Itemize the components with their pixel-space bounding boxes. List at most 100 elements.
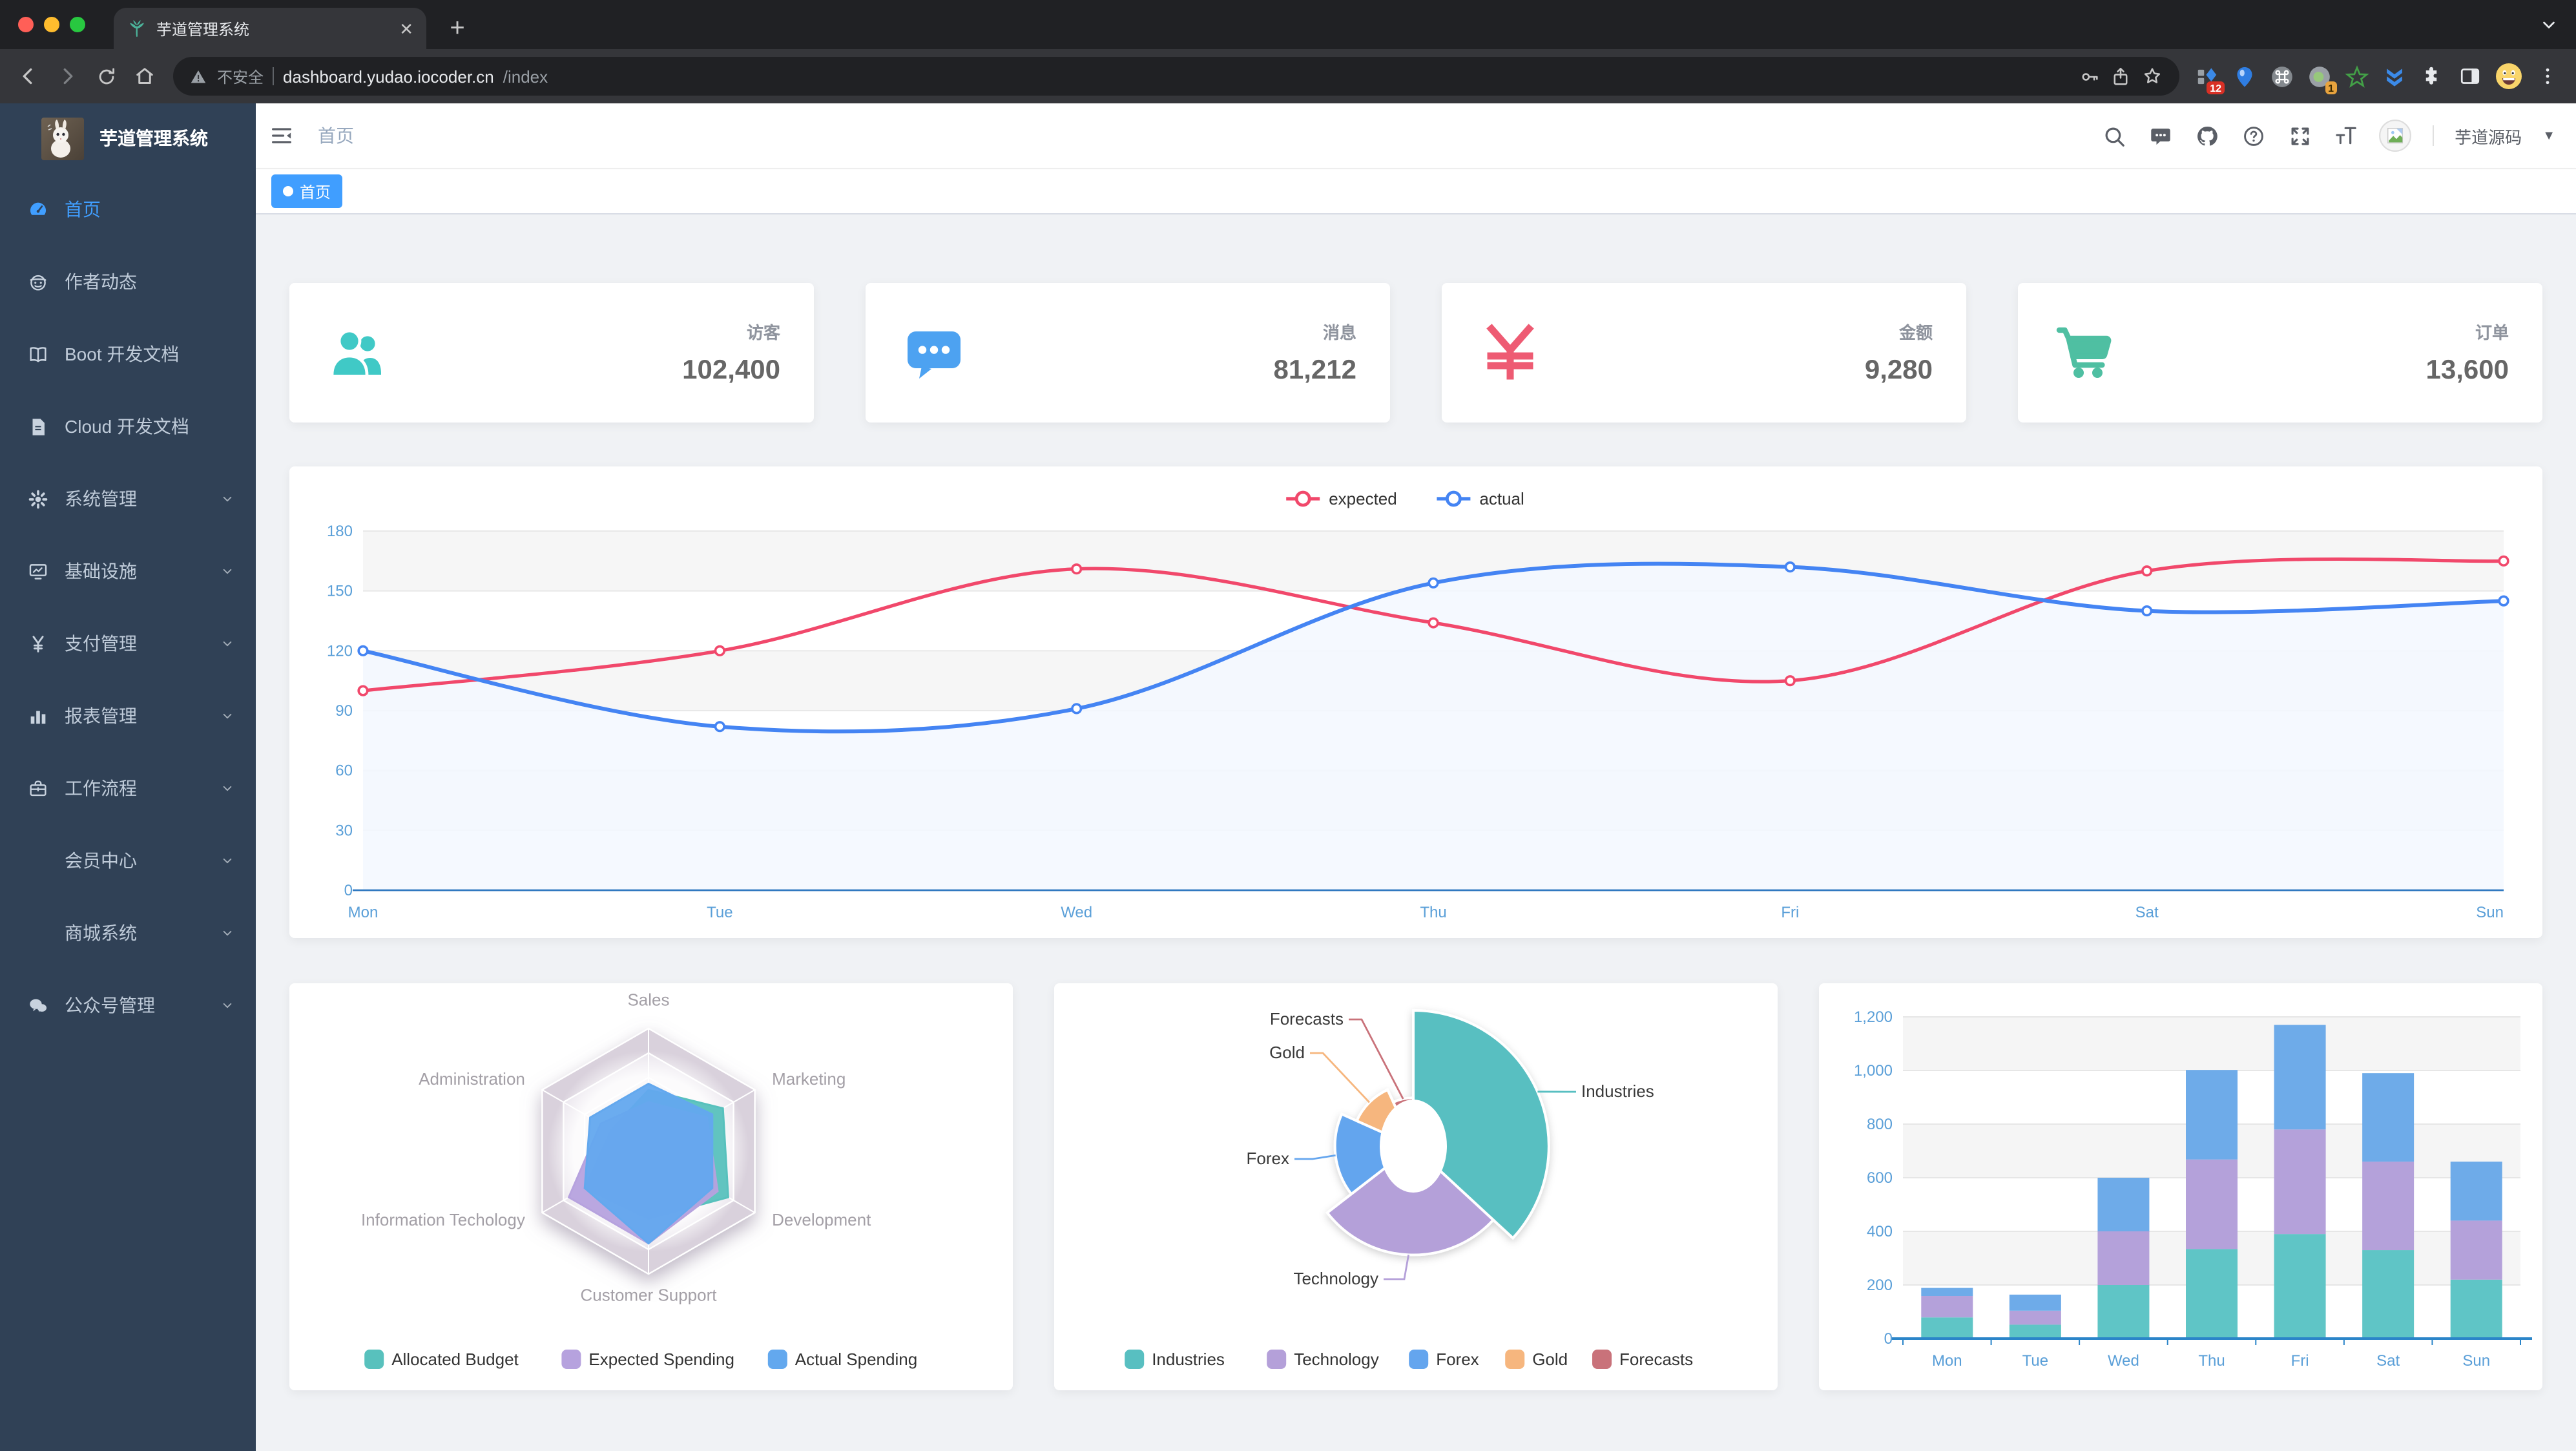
sidebar-item-8[interactable]: 工作流程 xyxy=(0,752,256,824)
search-icon[interactable] xyxy=(2099,121,2128,150)
caret-down-icon[interactable]: ▼ xyxy=(2542,129,2555,143)
legend-item[interactable]: Expected Spending xyxy=(561,1350,734,1369)
reload-icon[interactable] xyxy=(88,58,124,94)
ext-blue-diamond-icon[interactable]: 12 xyxy=(2190,59,2225,94)
svg-text:30: 30 xyxy=(335,822,353,839)
stat-value: 102,400 xyxy=(682,355,780,385)
tab-search-chevron-icon[interactable] xyxy=(2537,13,2560,36)
logo-avatar xyxy=(41,117,84,160)
svg-text:Sat: Sat xyxy=(2376,1352,2400,1370)
app-logo[interactable]: 芋道管理系统 xyxy=(0,103,256,173)
radar-chart-card: Sales Administration Information Techology… xyxy=(289,983,1013,1390)
user-avatar[interactable] xyxy=(2378,119,2412,152)
yen-icon xyxy=(26,632,49,655)
share-icon[interactable] xyxy=(2110,65,2132,87)
close-window-button[interactable] xyxy=(18,17,34,32)
sidebar-item-9[interactable]: 会员中心 xyxy=(0,824,256,897)
question-icon[interactable] xyxy=(2239,121,2267,150)
legend-item[interactable]: Industries xyxy=(1125,1350,1225,1369)
sidebar-item-2[interactable]: Boot 开发文档 xyxy=(0,318,256,390)
dashboard-icon xyxy=(26,198,49,221)
chevron-down-icon xyxy=(219,707,236,724)
legend-item[interactable]: Forecasts xyxy=(1592,1350,1693,1369)
breadcrumb[interactable]: 首页 xyxy=(318,125,354,146)
profile-avatar[interactable] xyxy=(2491,58,2527,94)
kebab-menu-icon[interactable] xyxy=(2529,58,2566,94)
tab-close-icon[interactable]: ✕ xyxy=(399,19,413,38)
divider xyxy=(273,67,275,85)
svg-text:180: 180 xyxy=(327,523,353,540)
ext-balloon-icon[interactable] xyxy=(2227,59,2261,93)
legend-item[interactable]: Actual Spending xyxy=(767,1350,917,1369)
svg-text:1,000: 1,000 xyxy=(1854,1062,1893,1080)
user-name[interactable]: 芋道源码 xyxy=(2455,127,2522,147)
bookmark-star-icon[interactable] xyxy=(2141,65,2164,88)
svg-text:Forex: Forex xyxy=(1247,1149,1289,1168)
password-key-icon[interactable] xyxy=(2079,65,2101,87)
browser-tab[interactable]: 芋道管理系统 ✕ xyxy=(114,8,426,49)
stat-card-2[interactable]: 金额 9,280 xyxy=(1442,283,1966,423)
radar-chart[interactable]: Sales Administration Information Techology… xyxy=(289,983,1009,1390)
stat-card-1[interactable]: 消息 81,212 xyxy=(866,283,1390,423)
ext-blue-chevrons-icon[interactable] xyxy=(2377,59,2411,93)
svg-text:Tue: Tue xyxy=(707,904,732,921)
sidebar-item-label: 报表管理 xyxy=(65,705,137,726)
stat-card-0[interactable]: 访客 102,400 xyxy=(289,283,814,423)
home-icon[interactable] xyxy=(127,58,163,94)
line-chart[interactable]: 0 30 60 90 120 150 180 Mon Tue Wed Thu Fri Sat Sun exp… xyxy=(289,466,2532,938)
sidebar-item-5[interactable]: 基础设施 xyxy=(0,535,256,607)
side-panel-icon[interactable] xyxy=(2452,58,2488,94)
minimize-window-button[interactable] xyxy=(44,17,59,32)
sidebar-item-label: 首页 xyxy=(65,199,101,220)
back-icon[interactable] xyxy=(10,58,47,94)
svg-text:Sun: Sun xyxy=(2462,1352,2490,1370)
sidebar-item-4[interactable]: 系统管理 xyxy=(0,463,256,535)
extensions-puzzle-icon[interactable] xyxy=(2413,58,2449,94)
svg-text:Forecasts: Forecasts xyxy=(1619,1350,1693,1369)
sidebar-item-3[interactable]: Cloud 开发文档 xyxy=(0,390,256,463)
svg-text:actual: actual xyxy=(1479,489,1524,508)
sidebar-item-1[interactable]: 作者动态 xyxy=(0,245,256,318)
book-icon xyxy=(26,342,49,366)
svg-text:Information Techology: Information Techology xyxy=(361,1210,525,1229)
bar-chart[interactable]: 0 200 400 600 800 1,000 1,200 Mon Tue Wed Thu Fri Sa… xyxy=(1819,983,2539,1390)
legend-item[interactable]: Forex xyxy=(1409,1350,1479,1369)
legend-item[interactable]: Gold xyxy=(1505,1350,1568,1369)
ext-green-dot-icon[interactable]: 1 xyxy=(2302,59,2337,94)
fullscreen-icon[interactable] xyxy=(2285,121,2314,150)
infrastructure-icon xyxy=(26,559,49,583)
sidebar-item-10[interactable]: 商城系统 xyxy=(0,897,256,969)
tag-dot-icon xyxy=(283,186,293,196)
legend-item[interactable]: Technology xyxy=(1267,1350,1379,1369)
ext-command-icon[interactable] xyxy=(2265,59,2298,93)
chevron-down-icon xyxy=(219,563,236,579)
sidebar-item-0[interactable]: 首页 xyxy=(0,173,256,245)
browser-tabstrip: 芋道管理系统 ✕ + xyxy=(0,0,2576,49)
new-tab-button[interactable]: + xyxy=(450,14,465,42)
legend-item[interactable]: Allocated Budget xyxy=(364,1350,519,1369)
font-size-icon[interactable] xyxy=(2332,121,2360,150)
url-path: /index xyxy=(503,67,548,86)
comment-icon[interactable] xyxy=(2146,121,2174,150)
not-secure-warning-icon[interactable] xyxy=(189,67,208,86)
sidebar-item-7[interactable]: 报表管理 xyxy=(0,680,256,752)
pie-chart[interactable]: Industries Technology Forex Gold Forecasts In… xyxy=(1054,983,1774,1390)
address-bar[interactable]: 不安全 dashboard.yudao.iocoder.cn/index xyxy=(173,57,2179,96)
svg-text:Thu: Thu xyxy=(1420,904,1446,921)
svg-text:0: 0 xyxy=(1884,1330,1893,1348)
svg-text:expected: expected xyxy=(1329,489,1397,508)
ext-green-star-icon[interactable] xyxy=(2340,59,2373,93)
tag-home[interactable]: 首页 xyxy=(271,174,343,208)
chevron-down-icon xyxy=(219,490,236,507)
zoom-window-button[interactable] xyxy=(70,17,85,32)
svg-text:Sat: Sat xyxy=(2135,904,2159,921)
sidebar-item-6[interactable]: 支付管理 xyxy=(0,607,256,680)
github-icon[interactable] xyxy=(2192,121,2221,150)
hamburger-icon[interactable] xyxy=(256,103,307,168)
svg-text:Marketing: Marketing xyxy=(772,1069,846,1089)
svg-text:Technology: Technology xyxy=(1293,1269,1378,1288)
stat-card-3[interactable]: 订单 13,600 xyxy=(2018,283,2542,423)
sidebar-item-label: Cloud 开发文档 xyxy=(65,416,189,437)
sidebar-item-11[interactable]: 公众号管理 xyxy=(0,969,256,1041)
forward-icon[interactable] xyxy=(49,58,85,94)
